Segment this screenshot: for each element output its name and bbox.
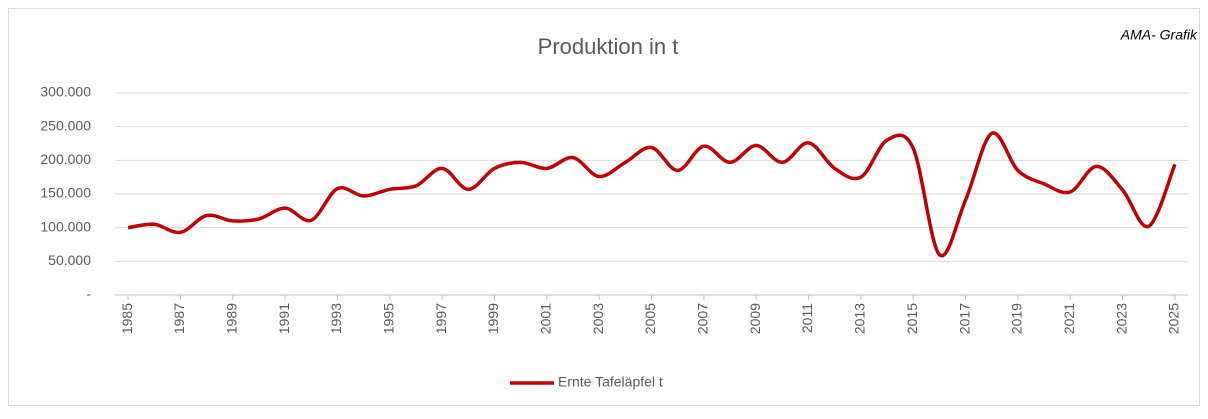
x-tick-label: 2001 xyxy=(538,303,554,334)
y-tick-label: - xyxy=(86,286,91,302)
y-tick-label: 200.000 xyxy=(40,151,91,167)
x-tick-label: 2021 xyxy=(1061,303,1077,334)
y-tick-label: 150.000 xyxy=(40,185,91,201)
x-tick-label: 1999 xyxy=(485,303,501,334)
x-tick-label: 1989 xyxy=(223,303,239,334)
x-tick-label: 2023 xyxy=(1113,303,1129,334)
x-tick-label: 1995 xyxy=(380,303,396,334)
x-tick-label: 2015 xyxy=(904,303,920,334)
y-tick-label: 300.000 xyxy=(40,84,91,100)
y-tick-label: 100.000 xyxy=(40,218,91,234)
x-tick-label: 2017 xyxy=(956,303,972,334)
x-tick-label: 1987 xyxy=(171,303,187,334)
chart-title: Produktion in t xyxy=(538,34,679,59)
y-tick-label: 50.000 xyxy=(48,252,91,268)
x-tick-label: 2025 xyxy=(1166,303,1182,334)
x-tick-label: 1985 xyxy=(119,303,135,334)
x-tick-label: 2005 xyxy=(642,303,658,334)
x-tick-label: 2019 xyxy=(1009,303,1025,334)
x-tick-label: 1993 xyxy=(328,303,344,334)
x-tick-label: 2011 xyxy=(799,303,815,333)
x-tick-label: 2003 xyxy=(590,303,606,334)
y-tick-label: 250.000 xyxy=(40,117,91,133)
data-line xyxy=(127,131,1177,258)
x-tick-label: 1991 xyxy=(276,303,292,334)
x-tick-label: 2007 xyxy=(695,303,711,334)
legend-label: Ernte Tafeläpfel t xyxy=(558,374,663,390)
x-tick-label: 1997 xyxy=(433,303,449,334)
annotation: AMA- Grafik xyxy=(1120,27,1198,43)
x-tick-label: 2009 xyxy=(747,303,763,334)
x-tick-label: 2013 xyxy=(852,303,868,334)
chart-frame xyxy=(8,8,1200,406)
